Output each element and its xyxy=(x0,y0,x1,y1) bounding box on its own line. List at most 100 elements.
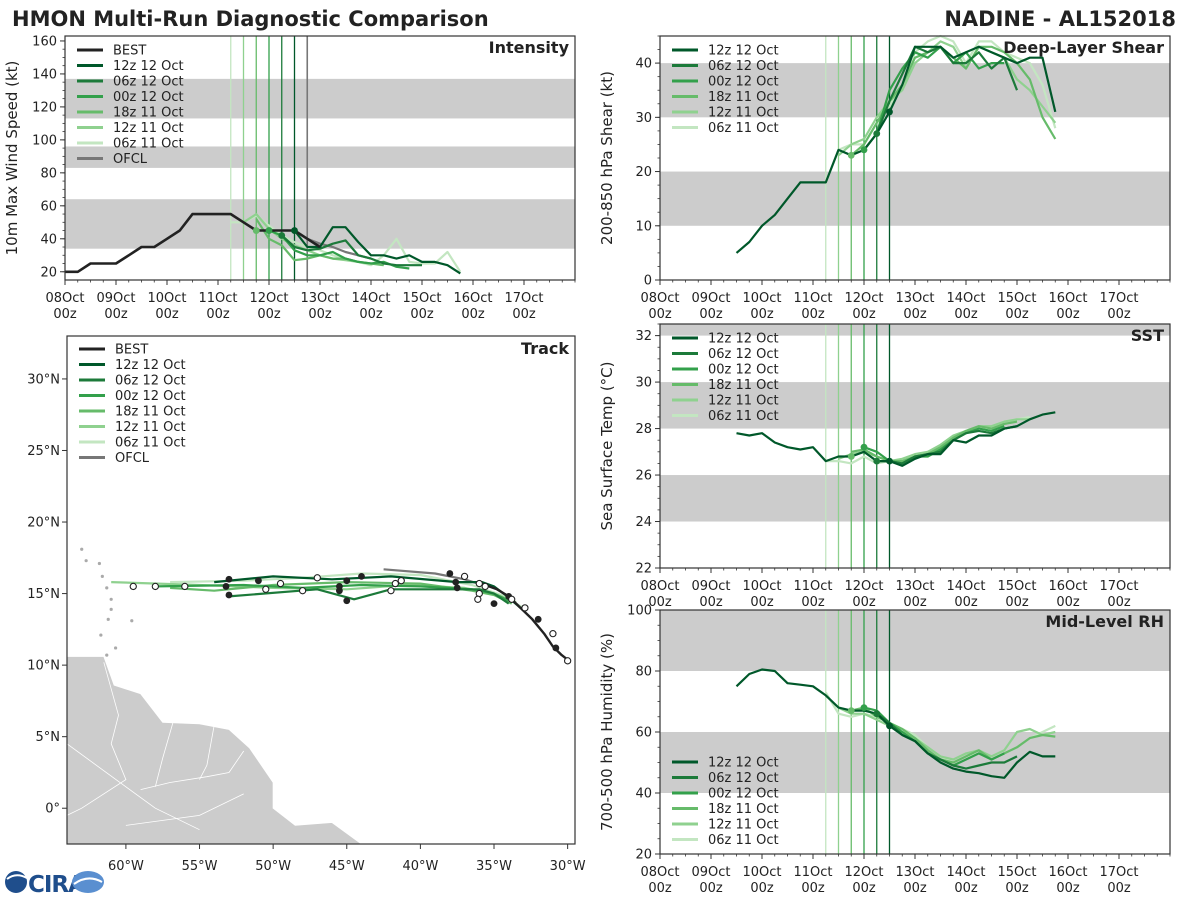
track-point-12z xyxy=(508,595,516,603)
init-marker-12z-12-oct xyxy=(291,227,298,234)
x-tick-label-hour: 00z xyxy=(903,881,927,896)
island-marker xyxy=(97,561,101,566)
legend-label-06z-11-oct: 06z 11 Oct xyxy=(113,137,184,152)
shear-panel: 01020304008Oct00z09Oct00z10Oct00z11Oct00… xyxy=(598,34,1171,322)
track-point-00z xyxy=(452,578,460,586)
island-marker xyxy=(109,597,113,601)
legend-label-06z-11-oct: 06z 11 Oct xyxy=(708,121,779,136)
track-point-12z xyxy=(474,595,482,603)
y-tick-label: 60 xyxy=(635,726,652,741)
x-tick-label-hour: 00z xyxy=(308,307,332,322)
track-point-12z xyxy=(521,604,529,612)
x-tick-label-date: 17Oct xyxy=(1099,291,1138,306)
x-tick-label-hour: 00z xyxy=(1005,881,1029,896)
legend-label-00z-12-oct: 00z 12 Oct xyxy=(708,363,779,378)
lat-tick-label: 20°N xyxy=(27,516,60,531)
x-tick-label-hour: 00z xyxy=(206,307,230,322)
init-marker-18z-11-oct xyxy=(847,151,855,159)
track-point-00z xyxy=(358,573,365,580)
series-line-best xyxy=(65,212,321,274)
x-tick-label-date: 14Oct xyxy=(946,865,985,880)
shaded-band xyxy=(65,78,575,119)
track-line-06z-12-oct xyxy=(228,588,510,605)
x-tick-label-date: 15Oct xyxy=(997,865,1036,880)
init-marker-12z-12-oct xyxy=(886,108,893,116)
panel-title: Intensity xyxy=(489,38,570,57)
lat-tick-label: 5°N xyxy=(36,730,61,745)
track-point-00z xyxy=(534,615,542,623)
y-tick-label: 60 xyxy=(40,199,57,214)
x-tick-label-hour: 00z xyxy=(1107,307,1131,322)
legend-label-12z-12-oct: 12z 12 Oct xyxy=(708,756,779,771)
init-marker-00z-12-oct xyxy=(860,704,868,711)
legend-label-06z-11-oct: 06z 11 Oct xyxy=(708,409,779,424)
y-tick-label: 26 xyxy=(635,469,652,484)
legend-label-ofcl: OFCL xyxy=(115,451,150,466)
plot-background xyxy=(660,324,1170,568)
x-tick-label-hour: 00z xyxy=(1107,881,1131,896)
x-tick-label-date: 08Oct xyxy=(640,291,679,306)
legend-label-00z-12-oct: 00z 12 Oct xyxy=(113,90,184,105)
rh-panel: 2040608010008Oct00z09Oct00z10Oct00z11Oct… xyxy=(598,604,1171,896)
x-tick-label-date: 12Oct xyxy=(844,579,883,594)
legend-label-18z-11-oct: 18z 11 Oct xyxy=(708,378,779,393)
y-tick-label: 120 xyxy=(32,100,57,115)
x-tick-label-hour: 00z xyxy=(699,307,723,322)
island-marker xyxy=(109,607,113,611)
country-border-line xyxy=(125,793,244,826)
x-tick-label-hour: 00z xyxy=(359,307,383,322)
y-tick-label: 20 xyxy=(40,265,57,280)
y-tick-label: 40 xyxy=(635,787,652,802)
x-tick-label-date: 15Oct xyxy=(997,291,1036,306)
legend-label-18z-11-oct: 18z 11 Oct xyxy=(115,405,186,420)
y-axis-label: 700-500 hPa Humidity (%) xyxy=(598,633,616,831)
legend-label-00z-12-oct: 00z 12 Oct xyxy=(115,389,186,404)
island-marker xyxy=(130,619,134,623)
track-point-00z xyxy=(255,577,262,585)
satellite-swirl-icon xyxy=(72,871,104,893)
x-tick-label-date: 13Oct xyxy=(895,579,934,594)
x-tick-label-date: 16Oct xyxy=(1048,579,1087,594)
figure-title: HMON Multi-Run Diagnostic Comparison xyxy=(12,7,489,31)
series-line-06z-12-oct xyxy=(281,234,422,267)
legend-label-06z-12-oct: 06z 12 Oct xyxy=(708,771,779,786)
x-tick-label-hour: 00z xyxy=(1056,881,1080,896)
x-tick-label-hour: 00z xyxy=(461,307,485,322)
series-line-12z-11-oct xyxy=(838,706,1056,761)
legend-label-00z-12-oct: 00z 12 Oct xyxy=(708,787,779,802)
x-tick-label-date: 10Oct xyxy=(147,291,186,306)
shaded-band xyxy=(65,146,575,168)
y-tick-label: 10 xyxy=(635,219,652,234)
x-tick-label-date: 08Oct xyxy=(45,291,84,306)
legend-label-12z-11-oct: 12z 11 Oct xyxy=(708,394,779,409)
init-marker-00z-12-oct xyxy=(860,146,868,154)
track-point-12z xyxy=(549,629,557,638)
track-panel: 60°W 55°W 50°W 45°W 40°W 35°W 30°W 0° 5°N 10°N 15°… xyxy=(27,335,586,874)
x-tick-label-hour: 00z xyxy=(852,307,876,322)
legend-label-00z-12-oct: 00z 12 Oct xyxy=(708,75,779,90)
country-border-line xyxy=(66,743,200,831)
legend-label-06z-11-oct: 06z 11 Oct xyxy=(708,833,779,848)
y-tick-label: 24 xyxy=(635,515,652,530)
x-tick-label-date: 14Oct xyxy=(351,291,390,306)
island-marker xyxy=(106,617,110,621)
legend-label-12z-12-oct: 12z 12 Oct xyxy=(113,59,184,74)
x-tick-label-hour: 00z xyxy=(1005,307,1029,322)
init-marker-18z-11-oct xyxy=(847,707,855,715)
track-line-06z-11-oct xyxy=(170,572,525,609)
track-point-12z xyxy=(397,577,405,585)
x-tick-label-date: 16Oct xyxy=(1048,291,1087,306)
x-tick-label-hour: 00z xyxy=(750,595,774,610)
intensity-panel: 2040608010012014016008Oct00z09Oct00z10Oc… xyxy=(3,34,576,322)
track-point-12z xyxy=(475,579,483,588)
legend-label-18z-11-oct: 18z 11 Oct xyxy=(708,802,779,817)
panel-title: Mid-Level RH xyxy=(1045,612,1164,631)
y-tick-label: 30 xyxy=(635,376,652,391)
x-tick-label-hour: 00z xyxy=(903,307,927,322)
x-tick-label-date: 11Oct xyxy=(793,865,832,880)
track-point-00z xyxy=(453,584,461,592)
y-tick-label: 100 xyxy=(627,604,652,619)
track-point-12z xyxy=(298,587,307,595)
legend-label-12z-11-oct: 12z 11 Oct xyxy=(113,121,184,136)
x-tick-label-date: 13Oct xyxy=(895,291,934,306)
